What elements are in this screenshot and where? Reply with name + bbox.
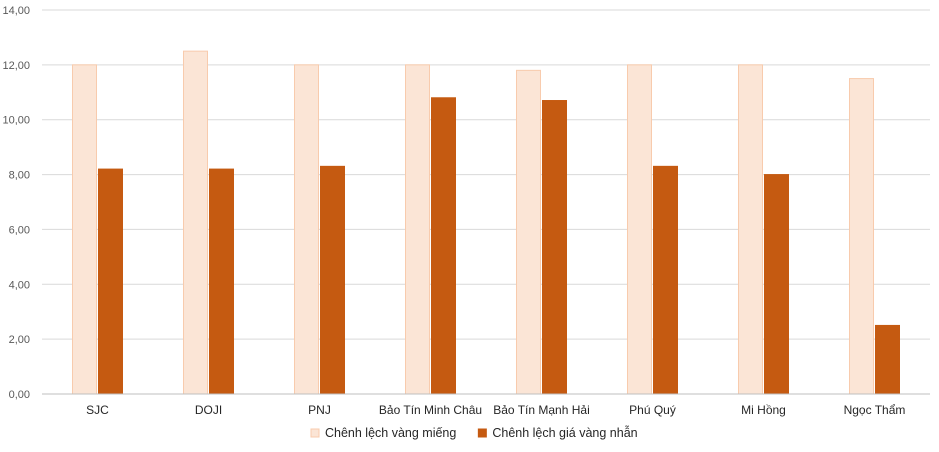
bar-vang-mieng: [183, 50, 208, 395]
legend-swatch-vang-mieng: [310, 428, 320, 438]
x-category-label: Bảo Tín Minh Châu: [379, 403, 482, 417]
bar-vang-nhan: [320, 165, 345, 395]
legend-label-vang-nhan: Chênh lệch giá vàng nhẫn: [492, 425, 637, 440]
y-tick-label: 12,00: [2, 60, 30, 72]
bar-vang-mieng: [627, 64, 652, 395]
x-category-label: Bảo Tín Mạnh Hải: [493, 403, 590, 417]
bar-vang-nhan: [653, 165, 678, 395]
legend-swatch-vang-nhan: [477, 428, 487, 438]
x-category-label: DOJI: [195, 403, 222, 417]
x-category-label: Mi Hồng: [741, 403, 786, 417]
y-tick-label: 0,00: [9, 389, 30, 401]
legend: Chênh lệch vàng miếng Chênh lệch giá vàn…: [310, 425, 638, 440]
bar-vang-mieng: [405, 64, 430, 395]
y-tick-label: 8,00: [9, 170, 30, 182]
y-tick-label: 10,00: [2, 115, 30, 127]
x-axis: SJC DOJI PNJ Bảo Tín Minh Châu Bảo Tín Mạnh …: [42, 393, 930, 417]
bar-vang-mieng: [516, 69, 541, 395]
x-category-label: Phú Quý: [629, 403, 676, 417]
y-tick-label: 6,00: [9, 224, 30, 236]
y-axis: 0,00 2,00 4,00 6,00 8,00 10,00 12,00 14,00: [2, 5, 30, 401]
grid-lines: [42, 9, 930, 340]
y-tick-label: 2,00: [9, 334, 30, 346]
bar-vang-mieng: [294, 64, 319, 395]
bar-vang-nhan: [764, 174, 789, 395]
bar-vang-nhan: [875, 324, 900, 395]
x-category-label: Ngọc Thẩm: [844, 403, 906, 417]
bar-vang-nhan: [209, 168, 234, 395]
bar-vang-mieng: [849, 78, 874, 395]
bars: [72, 50, 900, 395]
x-category-label: PNJ: [308, 403, 331, 417]
bar-vang-nhan: [98, 168, 123, 395]
legend-label-vang-mieng: Chênh lệch vàng miếng: [325, 426, 456, 440]
y-tick-label: 4,00: [9, 279, 30, 291]
bar-vang-mieng: [738, 64, 763, 395]
bar-vang-nhan: [431, 97, 456, 395]
y-tick-label: 14,00: [2, 5, 30, 17]
x-category-label: SJC: [86, 403, 109, 417]
bar-vang-mieng: [72, 64, 97, 395]
bar-vang-nhan: [542, 100, 567, 395]
